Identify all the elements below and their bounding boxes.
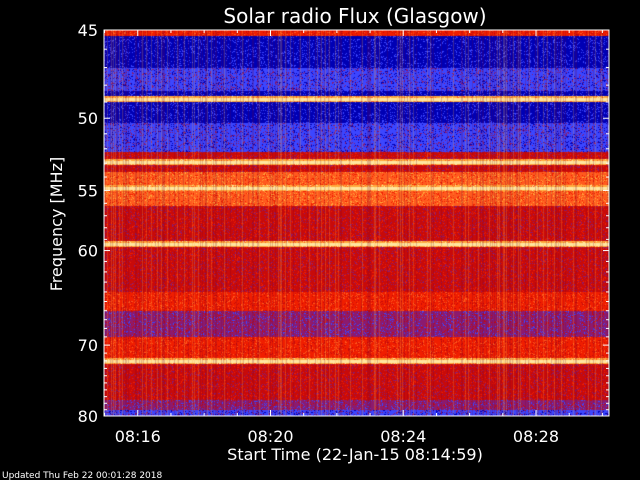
spectrogram-plot	[104, 30, 609, 416]
plot-frame	[103, 29, 610, 417]
y-axis: 45 50 55 60 70 80	[78, 21, 609, 426]
x-tick-label: 08:16	[115, 427, 161, 446]
updated-timestamp: Updated Thu Feb 22 00:01:28 2018	[2, 471, 163, 480]
x-tick-label: 08:24	[380, 427, 426, 446]
x-axis-label: Start Time (22-Jan-15 08:14:59)	[227, 445, 483, 464]
y-tick-label: 55	[78, 181, 98, 200]
y-tick-label: 60	[78, 242, 98, 261]
x-tick-label: 08:28	[513, 427, 559, 446]
y-axis-label: Frequency [MHz]	[47, 157, 66, 291]
y-tick-label: 80	[78, 407, 98, 426]
spectrogram-image	[104, 30, 609, 416]
chart-title: Solar radio Flux (Glasgow)	[223, 4, 486, 28]
x-axis: 08:16 08:20 08:24 08:28	[104, 30, 603, 446]
y-tick-label: 50	[78, 109, 98, 128]
y-tick-label: 70	[78, 336, 98, 355]
y-tick-label: 45	[78, 21, 98, 40]
x-tick-label: 08:20	[247, 427, 293, 446]
